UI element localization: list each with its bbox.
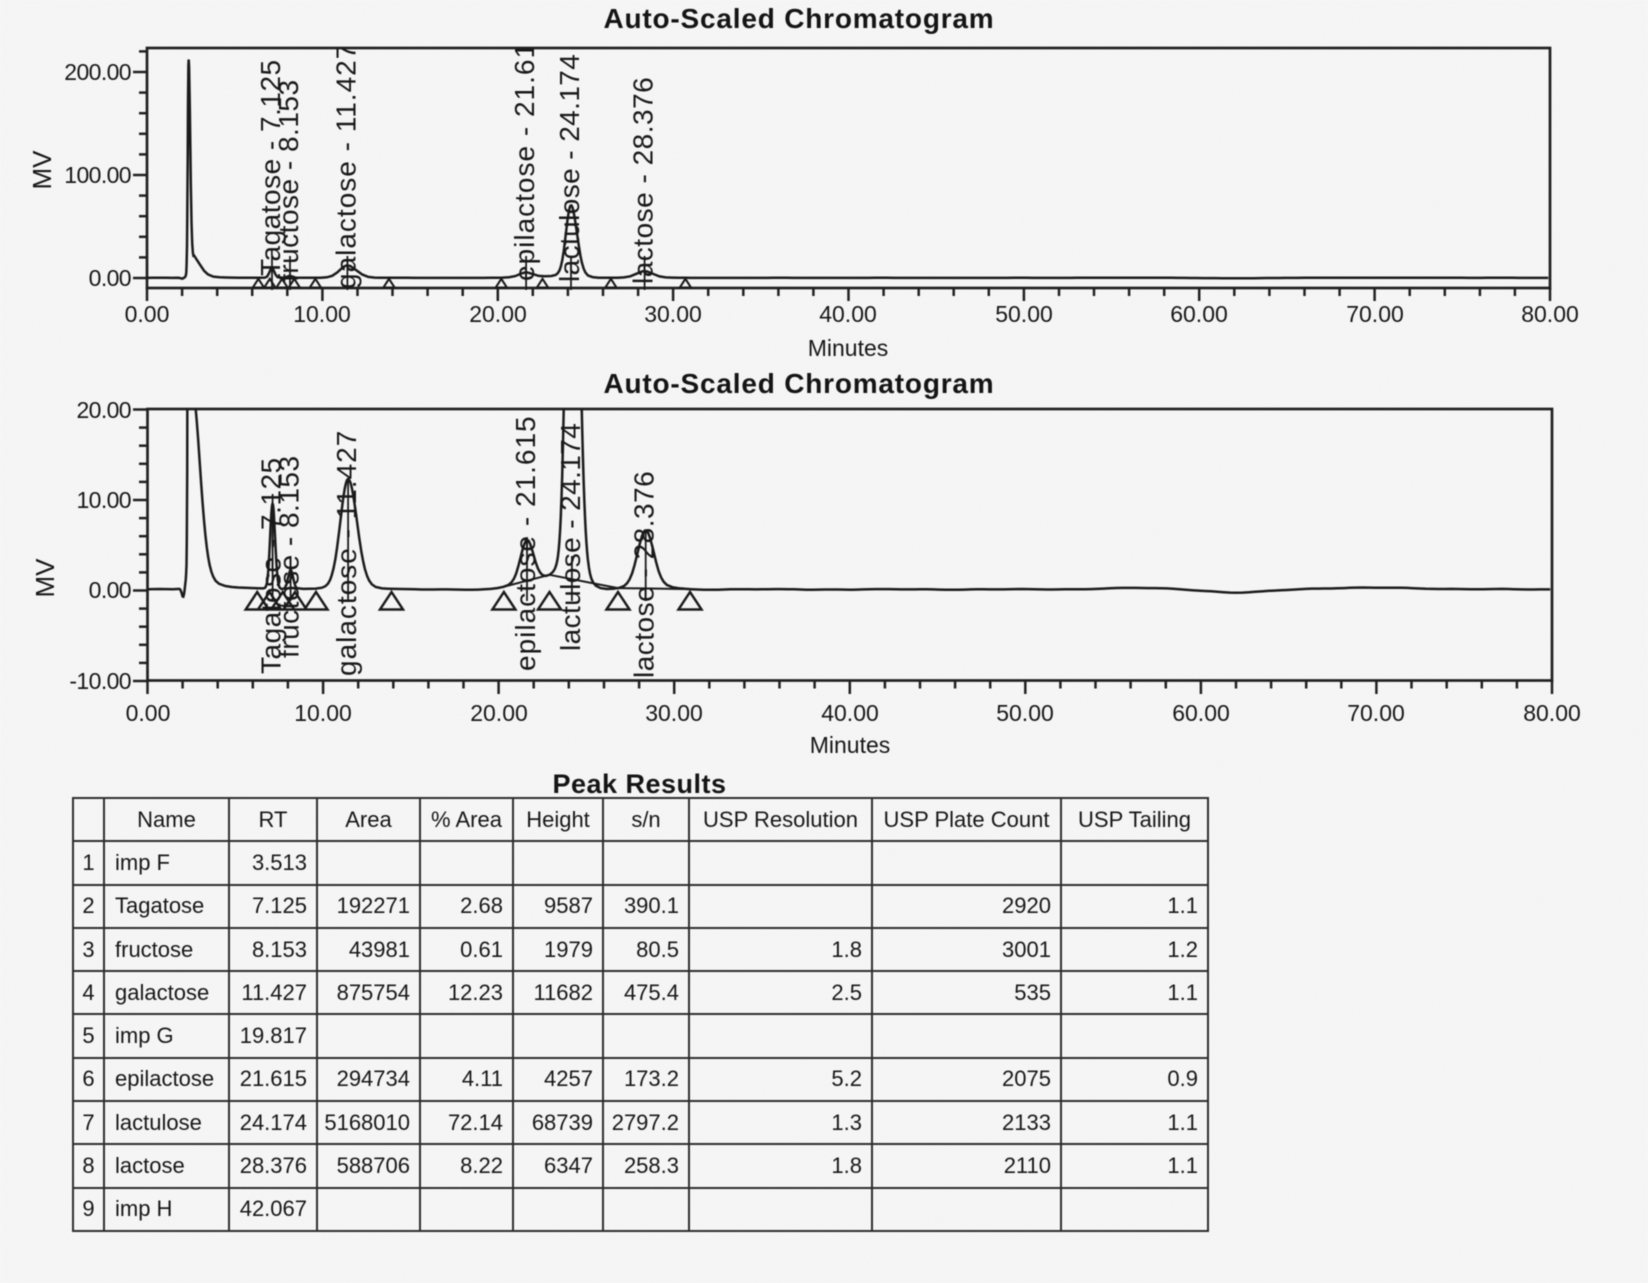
- svg-text:10.00: 10.00: [293, 301, 351, 327]
- svg-text:Auto-Scaled Chromatogram: Auto-Scaled Chromatogram: [603, 368, 994, 399]
- svg-text:0.00: 0.00: [125, 301, 170, 327]
- svg-text:fructose - 8.153: fructose - 8.153: [273, 79, 304, 282]
- svg-text:lactose - 28.376: lactose - 28.376: [628, 77, 659, 284]
- svg-text:epilactose - 21.615: epilactose - 21.615: [509, 25, 540, 281]
- svg-text:0.00: 0.00: [89, 265, 131, 291]
- svg-text:30.00: 30.00: [644, 301, 702, 327]
- svg-text:MV: MV: [27, 150, 57, 190]
- svg-text:galactose - 11.427: galactose - 11.427: [331, 430, 362, 676]
- svg-text:lactulose - 24.174: lactulose - 24.174: [555, 423, 586, 651]
- svg-text:60.00: 60.00: [1170, 301, 1228, 327]
- svg-text:20.00: 20.00: [469, 301, 527, 327]
- svg-text:epilactose - 21.615: epilactose - 21.615: [510, 415, 541, 671]
- svg-text:lactulose - 24.174: lactulose - 24.174: [554, 54, 585, 282]
- svg-text:40.00: 40.00: [819, 301, 877, 327]
- svg-text:MV: MV: [30, 558, 60, 598]
- svg-text:10.00: 10.00: [76, 487, 131, 513]
- svg-text:30.00: 30.00: [645, 700, 703, 726]
- svg-text:20.00: 20.00: [76, 397, 131, 423]
- svg-text:0.00: 0.00: [89, 577, 131, 603]
- svg-text:20.00: 20.00: [470, 700, 528, 726]
- svg-text:Minutes: Minutes: [808, 335, 889, 361]
- svg-text:100.00: 100.00: [64, 162, 131, 188]
- svg-text:200.00: 200.00: [64, 59, 131, 85]
- svg-text:lactose - 28.376: lactose - 28.376: [629, 471, 660, 678]
- svg-text:80.00: 80.00: [1523, 700, 1581, 726]
- svg-text:40.00: 40.00: [821, 700, 879, 726]
- svg-text:60.00: 60.00: [1172, 700, 1230, 726]
- svg-text:0.00: 0.00: [126, 700, 171, 726]
- svg-text:Auto-Scaled Chromatogram: Auto-Scaled Chromatogram: [603, 3, 994, 34]
- svg-text:galactose - 11.427: galactose - 11.427: [330, 43, 361, 289]
- svg-text:-10.00: -10.00: [69, 668, 131, 694]
- svg-text:fructose - 8.153: fructose - 8.153: [274, 455, 305, 658]
- svg-text:Minutes: Minutes: [810, 732, 891, 758]
- svg-text:50.00: 50.00: [996, 700, 1054, 726]
- svg-text:70.00: 70.00: [1346, 301, 1404, 327]
- svg-text:50.00: 50.00: [995, 301, 1053, 327]
- svg-text:10.00: 10.00: [294, 700, 352, 726]
- svg-text:70.00: 70.00: [1347, 700, 1405, 726]
- svg-text:80.00: 80.00: [1521, 301, 1579, 327]
